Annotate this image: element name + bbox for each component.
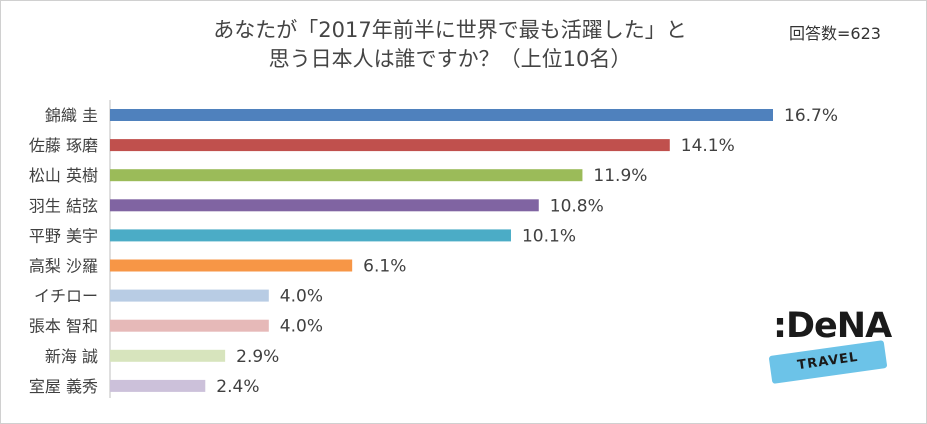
- bar: [110, 289, 269, 302]
- dena-travel-logo: :DeNA TRAVEL: [768, 306, 893, 386]
- category-label: 室屋 義秀: [29, 377, 98, 396]
- chart-title: あなたが「2017年前半に世界で最も活躍した」と 思う日本人は誰ですか？（上位1…: [150, 16, 750, 74]
- bar: [110, 199, 539, 212]
- data-label: 16.7%: [784, 106, 838, 126]
- response-count: 回答数=623: [789, 24, 881, 43]
- category-label: 松山 英樹: [29, 166, 98, 185]
- category-label: イチロー: [34, 287, 98, 306]
- data-label: 11.9%: [593, 166, 647, 186]
- category-label: 新海 誠: [45, 347, 98, 366]
- bar: [110, 229, 511, 242]
- data-label: 2.4%: [216, 377, 259, 397]
- chart-title-line-2: 思う日本人は誰ですか？（上位10名）: [268, 47, 632, 71]
- data-label: 2.9%: [236, 347, 279, 367]
- category-label: 張本 智和: [29, 317, 98, 336]
- category-label: 羽生 結弦: [29, 196, 98, 215]
- bar: [110, 319, 269, 332]
- bar: [110, 379, 206, 392]
- bar: [110, 139, 670, 152]
- bar: [110, 349, 226, 362]
- bar: [110, 259, 353, 272]
- data-label: 6.1%: [363, 257, 406, 277]
- logo-name: :DeNA: [773, 306, 892, 346]
- data-label: 4.0%: [280, 287, 323, 307]
- category-label: 佐藤 琢磨: [29, 136, 98, 155]
- logo-tag: TRAVEL: [796, 349, 860, 374]
- category-label: 平野 美宇: [29, 226, 98, 245]
- data-label: 4.0%: [280, 317, 323, 337]
- bar: [110, 169, 583, 182]
- chart-title-line-1: あなたが「2017年前半に世界で最も活躍した」と: [213, 18, 687, 42]
- data-label: 10.1%: [522, 226, 576, 246]
- category-label: 錦織 圭: [45, 106, 98, 125]
- logo-band: TRAVEL: [768, 340, 888, 384]
- data-label: 10.8%: [550, 196, 604, 216]
- bar: [110, 109, 773, 121]
- category-label: 高梨 沙羅: [29, 257, 98, 276]
- data-label: 14.1%: [681, 136, 735, 156]
